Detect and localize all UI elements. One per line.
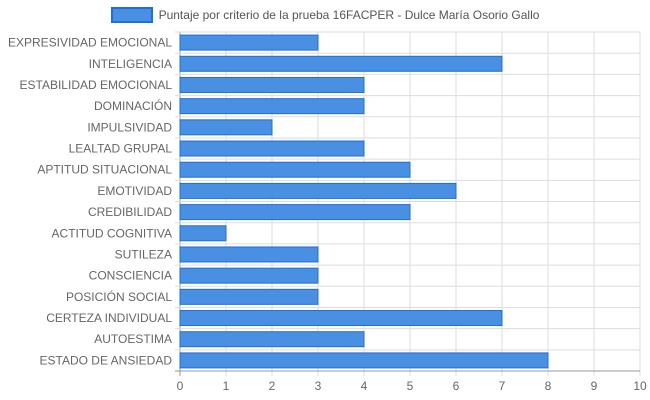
category-label: AUTOESTIMA bbox=[94, 332, 172, 346]
x-tick-label: 1 bbox=[223, 379, 230, 393]
bar[interactable] bbox=[179, 182, 457, 199]
bar[interactable] bbox=[179, 225, 227, 242]
x-tick-label: 9 bbox=[591, 379, 598, 393]
category-label: CONSCIENCIA bbox=[89, 269, 172, 283]
category-label: DOMINACIÓN bbox=[94, 98, 172, 113]
category-label: SUTILEZA bbox=[115, 247, 172, 261]
bar[interactable] bbox=[179, 267, 319, 284]
bar[interactable] bbox=[179, 352, 549, 369]
bar[interactable] bbox=[179, 246, 319, 263]
category-label: EMOTIVIDAD bbox=[97, 184, 172, 198]
bar[interactable] bbox=[179, 76, 365, 93]
category-label: EXPRESIVIDAD EMOCIONAL bbox=[8, 36, 172, 50]
bar[interactable] bbox=[179, 34, 319, 51]
category-label: CERTEZA INDIVIDUAL bbox=[46, 311, 172, 325]
x-tick-label: 8 bbox=[545, 379, 552, 393]
bar[interactable] bbox=[179, 119, 273, 136]
bar[interactable] bbox=[179, 331, 365, 348]
bar[interactable] bbox=[179, 98, 365, 115]
category-label: IMPULSIVIDAD bbox=[87, 120, 172, 134]
category-label: APTITUD SITUACIONAL bbox=[37, 163, 172, 177]
category-label: LEALTAD GRUPAL bbox=[69, 142, 173, 156]
category-label: INTELIGENCIA bbox=[89, 57, 172, 71]
x-tick-label: 3 bbox=[315, 379, 322, 393]
bar[interactable] bbox=[179, 55, 503, 72]
legend-swatch bbox=[110, 7, 153, 23]
legend-label: Puntaje por criterio de la prueba 16FACP… bbox=[158, 8, 540, 22]
x-tick-label: 5 bbox=[407, 379, 414, 393]
category-label: CREDIBILIDAD bbox=[88, 205, 172, 219]
bar[interactable] bbox=[179, 140, 365, 157]
category-label: POSICIÓN SOCIAL bbox=[66, 289, 172, 304]
x-tick-label: 7 bbox=[499, 379, 506, 393]
x-tick-label: 6 bbox=[453, 379, 460, 393]
x-tick-label: 4 bbox=[361, 379, 368, 393]
x-tick-label: 0 bbox=[177, 379, 184, 393]
bar[interactable] bbox=[179, 310, 503, 327]
bar[interactable] bbox=[179, 288, 319, 305]
bar[interactable] bbox=[179, 161, 411, 178]
category-label: ESTABILIDAD EMOCIONAL bbox=[20, 78, 173, 92]
x-tick-label: 10 bbox=[633, 379, 647, 393]
x-tick-label: 2 bbox=[269, 379, 276, 393]
legend[interactable]: Puntaje por criterio de la prueba 16FACP… bbox=[0, 5, 650, 25]
category-label: ACTITUD COGNITIVA bbox=[52, 226, 172, 240]
category-label: ESTADO DE ANSIEDAD bbox=[40, 353, 173, 367]
bar[interactable] bbox=[179, 204, 411, 221]
